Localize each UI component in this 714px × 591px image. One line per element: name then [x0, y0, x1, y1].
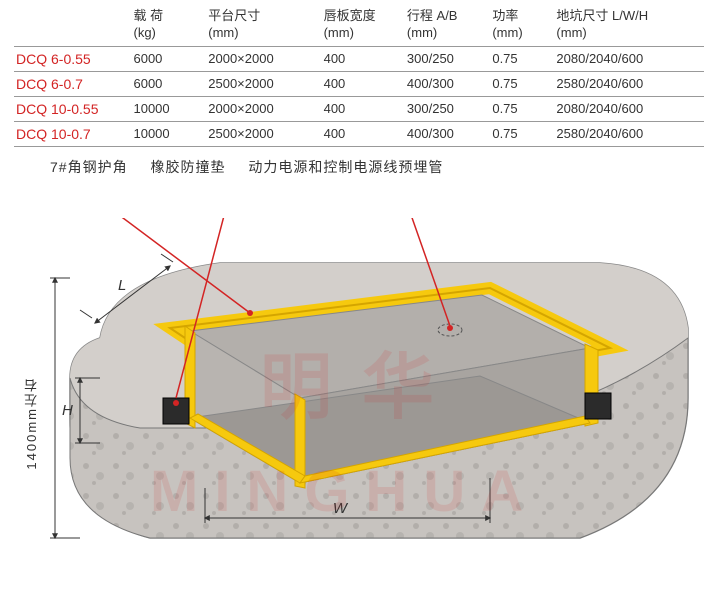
watermark-cn: 明华 — [260, 328, 464, 433]
col-header: 载 荷(kg) — [131, 4, 206, 46]
cell: 2500×2000 — [206, 71, 321, 96]
cell: 0.75 — [490, 71, 554, 96]
label-conduit: 动力电源和控制电源线预埋管 — [248, 159, 443, 175]
cell: 10000 — [131, 96, 206, 121]
svg-text:L: L — [118, 277, 126, 294]
pit-diagram: 1400mm左右 明华 MINGHUA LHW — [20, 218, 704, 578]
label-angle-steel: 7#角钢护角 — [50, 159, 128, 175]
cell: DCQ 10-0.7 — [14, 121, 131, 146]
cell: 6000 — [131, 71, 206, 96]
cell: 400/300 — [405, 121, 490, 146]
cell: 2580/2040/600 — [554, 71, 704, 96]
cell: 2580/2040/600 — [554, 121, 704, 146]
cell: 2000×2000 — [206, 96, 321, 121]
cell: 400 — [322, 121, 405, 146]
table-row: DCQ 6-0.760002500×2000400400/3000.752580… — [14, 71, 704, 96]
cell: 2000×2000 — [206, 46, 321, 71]
col-header: 地坑尺寸 L/W/H(mm) — [554, 4, 704, 46]
cell: 0.75 — [490, 96, 554, 121]
cell: 0.75 — [490, 121, 554, 146]
cell: 2500×2000 — [206, 121, 321, 146]
cell: 400 — [322, 71, 405, 96]
cell: 0.75 — [490, 46, 554, 71]
watermark-en: MINGHUA — [150, 458, 539, 525]
table-row: DCQ 6-0.5560002000×2000400300/2500.75208… — [14, 46, 704, 71]
col-header: 唇板宽度(mm) — [322, 4, 405, 46]
table-row: DCQ 10-0.55100002000×2000400300/2500.752… — [14, 96, 704, 121]
col-header — [14, 4, 131, 46]
cell: 2080/2040/600 — [554, 96, 704, 121]
svg-text:H: H — [62, 402, 73, 419]
cell: 400 — [322, 96, 405, 121]
col-header: 平台尺寸(mm) — [206, 4, 321, 46]
col-header: 功率(mm) — [490, 4, 554, 46]
dim-height: 1400mm左右 — [20, 298, 42, 548]
cell: DCQ 10-0.55 — [14, 96, 131, 121]
cell: 300/250 — [405, 96, 490, 121]
callout-labels: 7#角钢护角 橡胶防撞垫 动力电源和控制电源线预埋管 — [50, 157, 714, 177]
spec-table: 载 荷(kg)平台尺寸(mm)唇板宽度(mm)行程 A/B(mm)功率(mm)地… — [14, 4, 704, 147]
cell: 10000 — [131, 121, 206, 146]
cell: DCQ 6-0.7 — [14, 71, 131, 96]
label-rubber-bumper: 橡胶防撞垫 — [150, 159, 225, 175]
table-row: DCQ 10-0.7100002500×2000400400/3000.7525… — [14, 121, 704, 146]
cell: 300/250 — [405, 46, 490, 71]
cell: DCQ 6-0.55 — [14, 46, 131, 71]
cell: 400/300 — [405, 71, 490, 96]
cell: 2080/2040/600 — [554, 46, 704, 71]
cell: 6000 — [131, 46, 206, 71]
cell: 400 — [322, 46, 405, 71]
col-header: 行程 A/B(mm) — [405, 4, 490, 46]
